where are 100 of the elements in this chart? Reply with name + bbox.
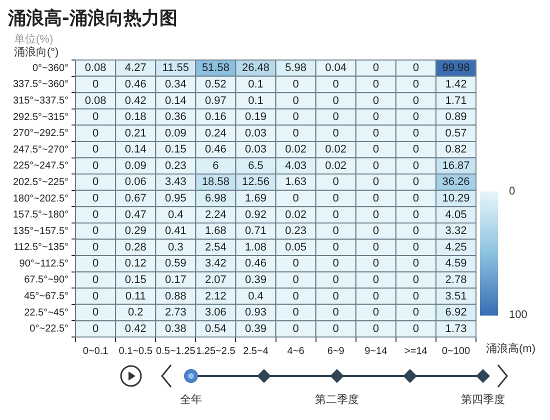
data-label: 0 [412,192,419,205]
data-label: 0 [372,290,379,302]
data-label: 1.71 [445,94,467,107]
data-label: 0.54 [204,322,226,335]
data-label: 0 [372,322,379,335]
data-label: 0.18 [124,111,146,124]
data-label: 0 [332,274,339,286]
data-label: 0.08 [84,62,106,74]
data-label: 0 [412,290,419,302]
data-label: 0.47 [124,208,146,221]
data-label: 0.06 [124,176,146,188]
data-label: 0 [412,208,419,221]
data-label: 0 [372,192,379,205]
data-label: 0.88 [164,290,186,302]
data-label: 0 [292,290,299,302]
data-label: 0.46 [204,144,226,156]
y-tick-label: 22.5°~45° [24,307,69,318]
y-tick-label: 315°~337.5° [13,95,69,106]
data-label: 0 [412,144,419,156]
data-label: 0.46 [245,258,266,270]
data-label: 0.42 [124,94,146,107]
data-label: 0.23 [164,160,186,172]
y-tick-label: 135°~157.5° [13,226,69,237]
data-label: 0 [92,144,99,156]
data-label: 0.95 [164,192,186,205]
data-label: 26.48 [242,62,270,74]
x-tick-label: 6~9 [327,346,345,357]
data-label: 1.68 [204,225,226,238]
data-label: 0 [332,192,339,205]
data-label: 0.16 [204,111,226,124]
data-label: 0.29 [124,225,146,238]
y-tick-label: 45°~67.5° [24,291,69,302]
data-label: 0 [292,94,299,107]
data-label: 0 [372,306,379,319]
data-label: 0.82 [445,144,467,156]
data-label: 0 [372,78,379,90]
y-tick-label: 202.5°~225° [13,176,69,188]
y-tick-label: 292.5°~315° [13,112,69,123]
data-label: 1.42 [445,78,467,90]
data-label: 0.02 [285,144,307,156]
data-label: 3.32 [445,225,467,238]
data-label: 0 [332,322,339,335]
data-label: 1.08 [245,241,266,254]
data-label: 0.11 [125,290,146,302]
x-tick-label: 4~6 [287,346,305,357]
data-label: 0 [92,111,99,124]
data-label: 0.36 [164,111,186,124]
data-label: 0.67 [124,192,146,205]
data-label: 0.34 [164,78,186,90]
data-label: 0.1 [248,94,264,107]
y-tick-label: 225°~247.5° [13,160,69,172]
data-label: 0 [372,241,379,254]
data-label: 0.71 [245,225,266,238]
data-label: 0.52 [204,78,226,90]
data-label: 0 [372,274,379,286]
y-tick-label: 157.5°~180° [13,210,69,221]
x-tick-label: 9~14 [364,346,388,357]
data-label: 0.03 [245,127,266,140]
y-tick-label: 337.5°~360° [13,79,69,90]
data-label: 0.39 [245,274,266,286]
data-label: 0.14 [124,144,146,156]
x-tick-label: 0~0.1 [82,346,109,357]
data-label: 0 [412,111,419,124]
data-label: 0 [372,208,379,221]
data-label: 4.05 [445,208,467,221]
data-label: 0 [292,127,299,140]
data-label: 0 [412,241,419,254]
data-label: 0.15 [164,144,186,156]
data-label: 0 [292,111,299,124]
data-label: 11.55 [162,62,190,74]
data-label: 0.08 [84,94,106,107]
data-label: 2.78 [445,274,467,286]
data-label: 0 [412,258,419,270]
data-label: 0.39 [245,322,266,335]
data-label: 0.3 [168,241,184,254]
data-label: 3.06 [204,306,226,319]
data-label: 0 [372,111,379,124]
data-label: 0.09 [164,127,186,140]
data-label: 0.57 [445,127,467,140]
data-label: 0.24 [204,127,226,140]
data-label: 0 [412,160,419,172]
text: 全年 [179,392,203,407]
data-label: 2.24 [204,208,226,221]
data-label: 2.12 [204,290,226,302]
data-label: 0 [292,258,299,270]
data-label: 0 [412,225,419,238]
data-label: 0 [412,78,419,90]
x-tick-label: 2.5~4 [243,346,269,357]
data-label: 0 [292,274,299,286]
data-label: 0.03 [245,144,266,156]
data-label: 0.15 [124,274,146,286]
data-label: 0 [332,306,339,319]
data-label: 99.98 [442,62,470,74]
data-label: 0.02 [325,160,347,172]
x-tick-label: 1.25~2.5 [196,346,236,357]
data-label: 0 [292,192,299,205]
data-label: 0.2 [128,306,144,319]
data-label: 0.02 [285,208,307,221]
y-tick-label: 112.5°~135° [14,242,69,254]
data-label: 4.59 [445,258,467,270]
